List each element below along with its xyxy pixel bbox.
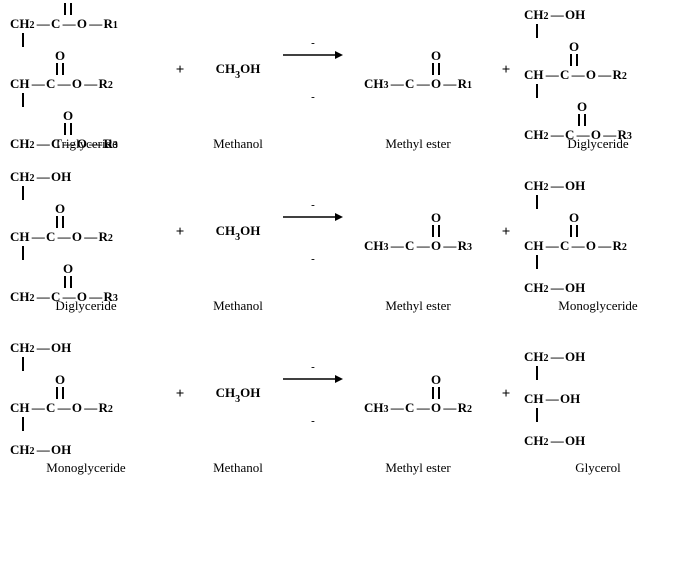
plus-operator: + [162,386,198,403]
ester-label: Methyl ester [348,136,488,154]
plus-operator: + [488,386,524,403]
methanol-label: Methanol [198,460,278,478]
glyceride-structure: CH2 — OHCH — OHCH2 — OH [524,339,672,449]
plus-operator: + [162,62,198,79]
methanol: CH3OH [198,61,278,80]
dash-mark: - [278,415,348,427]
label-row-3: Monoglyceride Methanol Methyl ester Glycero… [10,460,684,478]
reaction-arrow [278,211,348,223]
dash-mark: - [278,361,348,373]
plus-operator: + [488,224,524,241]
glyceride-structure: CH2 — OHOCH — C — O — R2OCH2 — C — O — R… [10,159,162,305]
ester-label: Methyl ester [348,298,488,316]
product-label: Glycerol [524,460,672,478]
glyceride-structure: CH2 — OHOCH — C — O — R2CH2 — OH [524,168,672,296]
methanol-label: Methanol [198,136,278,154]
glyceride-structure: CH2 — OHOCH — C — O — R2CH2 — OH [10,330,162,458]
plus-operator: + [162,224,198,241]
plus-operator: + [488,62,524,79]
reaction-row-2: CH2 — OHOCH — C — O — R2OCH2 — C — O — R… [10,172,684,292]
methyl-ester-structure: OCH3 — C — O — R2 [364,372,472,416]
methanol: CH3OH [198,223,278,242]
methyl-ester-structure: OCH3 — C — O — R1 [364,48,472,92]
methyl-ester-structure: OCH3 — C — O — R3 [364,210,472,254]
dash-mark: - [278,253,348,265]
reaction-arrow [278,49,348,61]
methanol-label: Methanol [198,298,278,316]
glyceride-structure: OCH2 — C — O — R1OCH — C — O — R2OCH2 — … [10,0,162,152]
glyceride-structure: CH2 — OHOCH — C — O — R2OCH2 — C — O — R… [524,0,672,143]
dash-mark: - [278,91,348,103]
label-row-1: TriglycerideMethanolMethyl esterDiglycer… [10,136,684,154]
reaction-arrow [278,373,348,385]
dash-mark: - [278,199,348,211]
ester-label: Methyl ester [348,460,488,478]
reaction-row-3: CH2 — OHOCH — C — O — R2CH2 — OH+CH3OH--… [10,334,684,454]
product-label: Monoglyceride [524,298,672,316]
methanol: CH3OH [198,385,278,404]
dash-mark: - [278,37,348,49]
label-row-2: DiglycerideMethanolMethyl esterMonoglyce… [10,298,684,316]
reaction-row-1: OCH2 — C — O — R1OCH — C — O — R2OCH2 — … [10,10,684,130]
reagent-label: Monoglyceride [10,460,162,478]
